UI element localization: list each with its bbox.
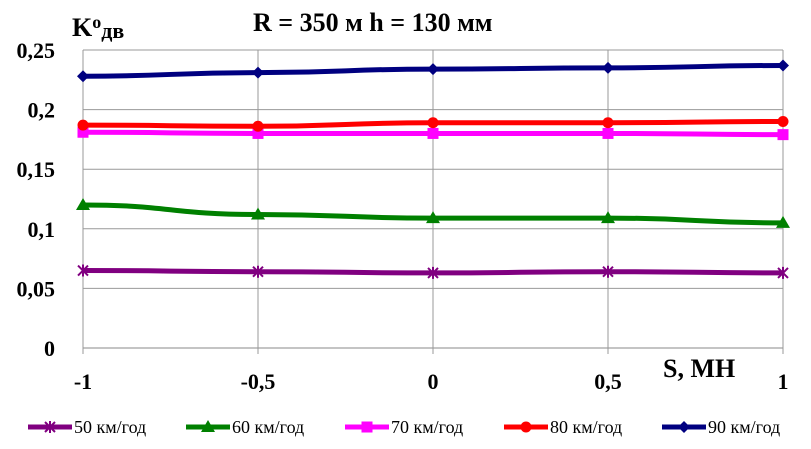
data-point-diamond bbox=[602, 61, 614, 74]
series-1 bbox=[76, 197, 790, 228]
legend-label: 60 км/год bbox=[232, 417, 304, 437]
grid bbox=[82, 49, 784, 354]
data-point-asterisk bbox=[777, 266, 789, 279]
data-point-circle bbox=[77, 119, 89, 131]
series-0 bbox=[77, 264, 789, 279]
legend-item[interactable]: 70 км/год bbox=[345, 417, 463, 437]
legend-label: 80 км/год bbox=[550, 417, 622, 437]
y-tick-label: 0,15 bbox=[17, 157, 56, 182]
series-group bbox=[76, 59, 790, 279]
series-2 bbox=[77, 126, 789, 141]
legend-marker-asterisk bbox=[44, 421, 56, 433]
x-axis-label: S, МН bbox=[663, 354, 735, 383]
data-point-square bbox=[427, 127, 439, 139]
y-tick-label: 0,05 bbox=[17, 276, 56, 301]
data-point-asterisk bbox=[77, 264, 89, 277]
legend-marker-circle bbox=[520, 421, 532, 433]
legend-label: 70 км/год bbox=[391, 417, 463, 437]
x-tick-label: -0,5 bbox=[241, 369, 276, 394]
series-4 bbox=[77, 59, 789, 83]
x-tick-label: 0 bbox=[428, 369, 439, 394]
y-tick-label: 0,1 bbox=[28, 217, 56, 242]
data-point-square bbox=[252, 127, 264, 139]
data-point-circle bbox=[252, 120, 264, 132]
x-tick-label: 1 bbox=[778, 369, 789, 394]
data-point-square bbox=[777, 129, 789, 141]
data-point-circle bbox=[777, 116, 789, 128]
data-point-asterisk bbox=[427, 266, 439, 279]
x-tick-label: 0,5 bbox=[594, 369, 622, 394]
data-point-asterisk bbox=[252, 265, 264, 278]
y-label-main: K bbox=[72, 13, 93, 42]
data-point-triangle bbox=[76, 197, 90, 210]
data-point-square bbox=[602, 127, 614, 139]
legend-item[interactable]: 60 км/год bbox=[186, 417, 304, 437]
y-label-sub: дв bbox=[101, 18, 124, 43]
data-point-diamond bbox=[427, 63, 439, 76]
legend-label: 50 км/год bbox=[74, 417, 146, 437]
data-point-circle bbox=[602, 117, 614, 129]
y-tick-label: 0,2 bbox=[28, 98, 56, 123]
data-point-triangle bbox=[776, 215, 790, 228]
y-tick-label: 0,25 bbox=[17, 38, 56, 63]
data-point-circle bbox=[427, 117, 439, 129]
data-point-triangle bbox=[601, 211, 615, 224]
legend-item[interactable]: 50 км/год bbox=[28, 417, 146, 437]
data-point-triangle bbox=[426, 211, 440, 224]
legend-item[interactable]: 80 км/год bbox=[504, 417, 622, 437]
series-3 bbox=[77, 116, 789, 132]
data-point-square bbox=[77, 126, 89, 138]
data-point-triangle bbox=[251, 207, 265, 220]
legend-marker-triangle bbox=[201, 420, 215, 432]
data-point-diamond bbox=[252, 66, 264, 79]
data-point-asterisk bbox=[602, 265, 614, 278]
legend[interactable]: 50 км/год 60 км/год 70 км/год 80 км/год 90 к… bbox=[28, 417, 780, 437]
legend-marker-square bbox=[361, 421, 373, 433]
data-point-diamond bbox=[77, 70, 89, 83]
chart-title: R = 350 м h = 130 мм bbox=[253, 8, 493, 37]
x-axis-ticks: -1 -0,5 0 0,5 1 bbox=[74, 369, 789, 394]
legend-marker-diamond bbox=[678, 421, 690, 433]
legend-item[interactable]: 90 км/год bbox=[662, 417, 780, 437]
x-tick-label: -1 bbox=[74, 369, 92, 394]
y-axis-ticks: 0 0,05 0,1 0,15 0,2 0,25 bbox=[17, 38, 56, 361]
y-axis-label: Kодв bbox=[72, 12, 124, 43]
data-point-diamond bbox=[777, 59, 789, 72]
y-label-sup: о bbox=[92, 12, 101, 32]
legend-label: 90 км/год bbox=[708, 417, 780, 437]
y-tick-label: 0 bbox=[44, 336, 55, 361]
